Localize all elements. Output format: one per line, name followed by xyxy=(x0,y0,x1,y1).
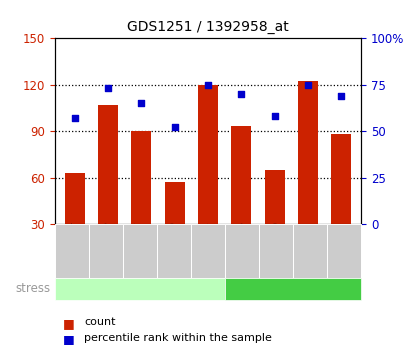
Text: GSM45187: GSM45187 xyxy=(135,221,145,274)
Text: GSM45184: GSM45184 xyxy=(67,221,76,274)
Point xyxy=(338,93,344,98)
Bar xyxy=(65,173,84,224)
Text: GSM45189: GSM45189 xyxy=(169,221,179,274)
Bar xyxy=(198,85,218,224)
Text: GSM45192: GSM45192 xyxy=(339,221,349,274)
Bar xyxy=(165,182,184,224)
Text: ▶: ▶ xyxy=(52,283,66,295)
Bar xyxy=(265,170,285,224)
Text: count: count xyxy=(84,317,116,327)
Bar xyxy=(98,105,118,224)
Point xyxy=(205,82,211,87)
Bar xyxy=(131,131,151,224)
Point xyxy=(105,86,111,91)
Text: control: control xyxy=(121,284,159,294)
Point xyxy=(171,125,178,130)
Title: GDS1251 / 1392958_at: GDS1251 / 1392958_at xyxy=(127,20,289,34)
Point xyxy=(138,100,144,106)
Text: ■: ■ xyxy=(63,333,75,345)
Bar xyxy=(331,134,351,224)
Text: percentile rank within the sample: percentile rank within the sample xyxy=(84,333,272,343)
Bar xyxy=(298,81,318,224)
Text: acute hypotension: acute hypotension xyxy=(241,284,345,294)
Text: GSM45186: GSM45186 xyxy=(101,221,111,274)
Point xyxy=(271,114,278,119)
Point xyxy=(304,82,311,87)
Point xyxy=(71,115,78,121)
Text: GSM45188: GSM45188 xyxy=(237,221,247,274)
Bar xyxy=(231,126,251,224)
Text: GSM45193: GSM45193 xyxy=(203,221,213,274)
Text: GSM45191: GSM45191 xyxy=(305,221,315,274)
Text: GSM45190: GSM45190 xyxy=(271,221,281,274)
Point xyxy=(238,91,244,97)
Text: ■: ■ xyxy=(63,317,75,331)
Text: stress: stress xyxy=(15,283,50,295)
